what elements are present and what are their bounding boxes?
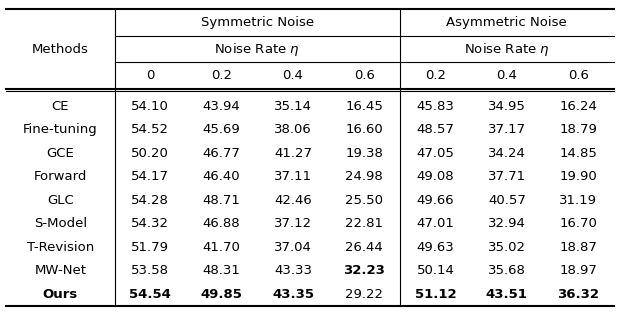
Text: 43.51: 43.51	[486, 288, 528, 300]
Text: Noise Rate $\eta$: Noise Rate $\eta$	[464, 41, 550, 58]
Text: 37.11: 37.11	[274, 170, 312, 183]
Text: GCE: GCE	[46, 147, 74, 160]
Text: 16.45: 16.45	[345, 100, 383, 113]
Text: 0.2: 0.2	[211, 69, 232, 82]
Text: 19.90: 19.90	[559, 170, 597, 183]
Text: 49.08: 49.08	[417, 170, 454, 183]
Text: 37.04: 37.04	[274, 241, 312, 254]
Text: 18.79: 18.79	[559, 123, 597, 136]
Text: 19.38: 19.38	[345, 147, 383, 160]
Text: 37.12: 37.12	[274, 217, 312, 230]
Text: 50.14: 50.14	[417, 264, 454, 277]
Text: 14.85: 14.85	[559, 147, 597, 160]
Text: 36.32: 36.32	[557, 288, 599, 300]
Text: 48.31: 48.31	[203, 264, 241, 277]
Text: 41.70: 41.70	[203, 241, 241, 254]
Text: Asymmetric Noise: Asymmetric Noise	[446, 16, 567, 29]
Text: 46.40: 46.40	[203, 170, 241, 183]
Text: 18.97: 18.97	[559, 264, 597, 277]
Text: 35.14: 35.14	[274, 100, 312, 113]
Text: Methods: Methods	[32, 43, 89, 56]
Text: CE: CE	[51, 100, 69, 113]
Text: 49.85: 49.85	[201, 288, 242, 300]
Text: 29.22: 29.22	[345, 288, 383, 300]
Text: 24.98: 24.98	[345, 170, 383, 183]
Text: Ours: Ours	[43, 288, 78, 300]
Text: 54.17: 54.17	[131, 170, 169, 183]
Text: 49.66: 49.66	[417, 194, 454, 207]
Text: 54.52: 54.52	[131, 123, 169, 136]
Text: 47.05: 47.05	[417, 147, 454, 160]
Text: T-Revision: T-Revision	[27, 241, 94, 254]
Text: 54.28: 54.28	[131, 194, 169, 207]
Text: 31.19: 31.19	[559, 194, 597, 207]
Text: 32.94: 32.94	[488, 217, 526, 230]
Text: 49.63: 49.63	[417, 241, 454, 254]
Text: 35.02: 35.02	[488, 241, 526, 254]
Text: Symmetric Noise: Symmetric Noise	[201, 16, 314, 29]
Text: 50.20: 50.20	[131, 147, 169, 160]
Text: 40.57: 40.57	[488, 194, 526, 207]
Text: 18.87: 18.87	[559, 241, 597, 254]
Text: 0.4: 0.4	[283, 69, 303, 82]
Text: 54.32: 54.32	[131, 217, 169, 230]
Text: 26.44: 26.44	[345, 241, 383, 254]
Text: 54.54: 54.54	[130, 288, 171, 300]
Text: 22.81: 22.81	[345, 217, 383, 230]
Text: 43.35: 43.35	[272, 288, 314, 300]
Text: 38.06: 38.06	[274, 123, 312, 136]
Text: 47.01: 47.01	[417, 217, 454, 230]
Text: 0.2: 0.2	[425, 69, 446, 82]
Text: 37.17: 37.17	[488, 123, 526, 136]
Text: 48.71: 48.71	[203, 194, 241, 207]
Text: 43.94: 43.94	[203, 100, 241, 113]
Text: Noise Rate $\eta$: Noise Rate $\eta$	[215, 41, 300, 58]
Text: 51.79: 51.79	[131, 241, 169, 254]
Text: Fine-tuning: Fine-tuning	[23, 123, 98, 136]
Text: 41.27: 41.27	[274, 147, 312, 160]
Text: 37.71: 37.71	[488, 170, 526, 183]
Text: 34.95: 34.95	[488, 100, 526, 113]
Text: 51.12: 51.12	[415, 288, 456, 300]
Text: 46.88: 46.88	[203, 217, 241, 230]
Text: 25.50: 25.50	[345, 194, 383, 207]
Text: Forward: Forward	[33, 170, 87, 183]
Text: 34.24: 34.24	[488, 147, 526, 160]
Text: 16.60: 16.60	[345, 123, 383, 136]
Text: 43.33: 43.33	[274, 264, 312, 277]
Text: 45.83: 45.83	[417, 100, 454, 113]
Text: 16.70: 16.70	[559, 217, 597, 230]
Text: 42.46: 42.46	[274, 194, 312, 207]
Text: 48.57: 48.57	[417, 123, 454, 136]
Text: 53.58: 53.58	[131, 264, 169, 277]
Text: 46.77: 46.77	[203, 147, 241, 160]
Text: GLC: GLC	[47, 194, 74, 207]
Text: 35.68: 35.68	[488, 264, 526, 277]
Text: S-Model: S-Model	[34, 217, 87, 230]
Text: 0.6: 0.6	[354, 69, 374, 82]
Text: 54.10: 54.10	[131, 100, 169, 113]
Text: 0.6: 0.6	[568, 69, 588, 82]
Text: 32.23: 32.23	[343, 264, 385, 277]
Text: 0: 0	[146, 69, 154, 82]
Text: 45.69: 45.69	[203, 123, 241, 136]
Text: 0.4: 0.4	[497, 69, 517, 82]
Text: 16.24: 16.24	[559, 100, 597, 113]
Text: MW-Net: MW-Net	[35, 264, 86, 277]
